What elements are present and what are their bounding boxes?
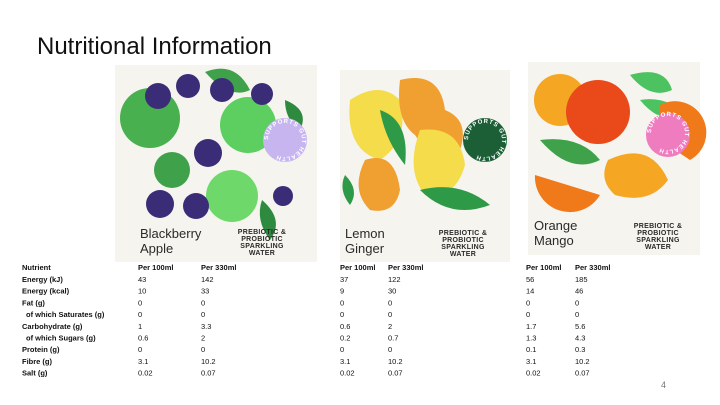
product-name: Apple xyxy=(140,241,173,256)
tagline: SPARKLING xyxy=(240,243,284,250)
nutrient-label: Energy (kJ) xyxy=(22,275,63,284)
table-cell: 122 xyxy=(388,275,401,284)
slide-title: Nutritional Information xyxy=(37,33,272,60)
product-name: Lemon xyxy=(345,226,385,241)
table-cell: 0 xyxy=(201,345,205,354)
table-cell: 46 xyxy=(575,287,583,296)
page-number: 4 xyxy=(661,380,666,390)
table-cell: 0.07 xyxy=(575,369,590,378)
table-cell: 0 xyxy=(575,298,579,307)
tagline: WATER xyxy=(450,251,476,258)
table-cell: 0 xyxy=(138,298,142,307)
table-cell: 3.3 xyxy=(201,322,211,331)
table-cell: 10 xyxy=(138,287,146,296)
table-cell: 0 xyxy=(388,345,392,354)
tagline: PREBIOTIC & xyxy=(238,229,286,236)
table-cell: 0 xyxy=(340,345,344,354)
table-header: Nutrient xyxy=(22,263,51,272)
table-cell: 1.7 xyxy=(526,322,536,331)
table-cell: 0.6 xyxy=(340,322,350,331)
table-cell: 142 xyxy=(201,275,214,284)
table-cell: 14 xyxy=(526,287,534,296)
table-cell: 33 xyxy=(201,287,209,296)
table-cell: 0 xyxy=(201,310,205,319)
nutrient-label: Protein (g) xyxy=(22,345,60,354)
table-cell: 0 xyxy=(340,310,344,319)
table-cell: 30 xyxy=(388,287,396,296)
table-cell: 37 xyxy=(340,275,348,284)
table-cell: 0.3 xyxy=(575,345,585,354)
table-cell: 0 xyxy=(340,298,344,307)
table-cell: 0.1 xyxy=(526,345,536,354)
table-cell: 1.3 xyxy=(526,333,536,342)
table-cell: 0 xyxy=(388,298,392,307)
column-header: Per 100ml xyxy=(340,263,375,272)
product-art: SUPPORTS GUT HEALTH Lemon Ginger PREBIOT… xyxy=(340,70,510,262)
table-cell: 0 xyxy=(388,310,392,319)
table-cell: 0.07 xyxy=(201,369,216,378)
table-cell: 56 xyxy=(526,275,534,284)
table-cell: 3.1 xyxy=(340,357,350,366)
tagline: WATER xyxy=(645,244,671,251)
tagline: SPARKLING xyxy=(636,237,680,244)
table-cell: 0 xyxy=(138,310,142,319)
table-cell: 10.2 xyxy=(575,357,590,366)
table-cell: 0.02 xyxy=(138,369,153,378)
product-name: Mango xyxy=(534,233,574,248)
tagline: SPARKLING xyxy=(441,244,485,251)
table-cell: 43 xyxy=(138,275,146,284)
table-cell: 2 xyxy=(388,322,392,331)
tagline: PREBIOTIC & xyxy=(439,230,487,237)
column-header: Per 100ml xyxy=(526,263,561,272)
table-cell: 0 xyxy=(575,310,579,319)
nutrient-label: Carbohydrate (g) xyxy=(22,322,83,331)
nutrient-label: Salt (g) xyxy=(22,369,48,378)
tagline: PROBIOTIC xyxy=(637,230,679,237)
column-header: Per 100ml xyxy=(138,263,173,272)
table-cell: 0.7 xyxy=(388,333,398,342)
tagline: PROBIOTIC xyxy=(241,236,283,243)
tagline: PROBIOTIC xyxy=(442,237,484,244)
table-cell: 3.1 xyxy=(138,357,148,366)
table-cell: 9 xyxy=(340,287,344,296)
product-name: Blackberry xyxy=(140,226,202,241)
tagline: PREBIOTIC & xyxy=(634,223,682,230)
table-cell: 0 xyxy=(526,298,530,307)
table-cell: 0.6 xyxy=(138,333,148,342)
product-art: SUPPORTS GUT HEALTH Blackberry Apple PRE… xyxy=(115,65,317,262)
table-cell: 1 xyxy=(138,322,142,331)
table-cell: 4.3 xyxy=(575,333,585,342)
tagline: WATER xyxy=(249,250,275,257)
nutrition-tables: Nutrient Energy (kJ) Energy (kcal) Fat (g) o… xyxy=(22,263,610,378)
product-art: SUPPORTS GUT HEALTH Orange Mango PREBIOT… xyxy=(528,62,707,255)
table-cell: 2 xyxy=(201,333,205,342)
table-cell: 0 xyxy=(138,345,142,354)
nutrient-label: of which Saturates (g) xyxy=(26,310,105,319)
column-header: Per 330ml xyxy=(388,263,423,272)
nutrient-label: Fat (g) xyxy=(22,298,45,307)
nutrient-label: Fibre (g) xyxy=(22,357,52,366)
table-cell: 0 xyxy=(201,298,205,307)
table-cell: 0.02 xyxy=(340,369,355,378)
column-header: Per 330ml xyxy=(201,263,236,272)
table-cell: 10.2 xyxy=(201,357,216,366)
product-name: Ginger xyxy=(345,241,385,256)
column-header: Per 330ml xyxy=(575,263,610,272)
table-cell: 0.07 xyxy=(388,369,403,378)
table-cell: 0.02 xyxy=(526,369,541,378)
nutrient-label: Energy (kcal) xyxy=(22,287,70,296)
table-cell: 3.1 xyxy=(526,357,536,366)
table-cell: 0 xyxy=(526,310,530,319)
table-cell: 185 xyxy=(575,275,588,284)
product-name: Orange xyxy=(534,218,577,233)
nutrient-label: of which Sugars (g) xyxy=(26,333,96,342)
table-cell: 10.2 xyxy=(388,357,403,366)
table-cell: 5.6 xyxy=(575,322,585,331)
table-cell: 0.2 xyxy=(340,333,350,342)
